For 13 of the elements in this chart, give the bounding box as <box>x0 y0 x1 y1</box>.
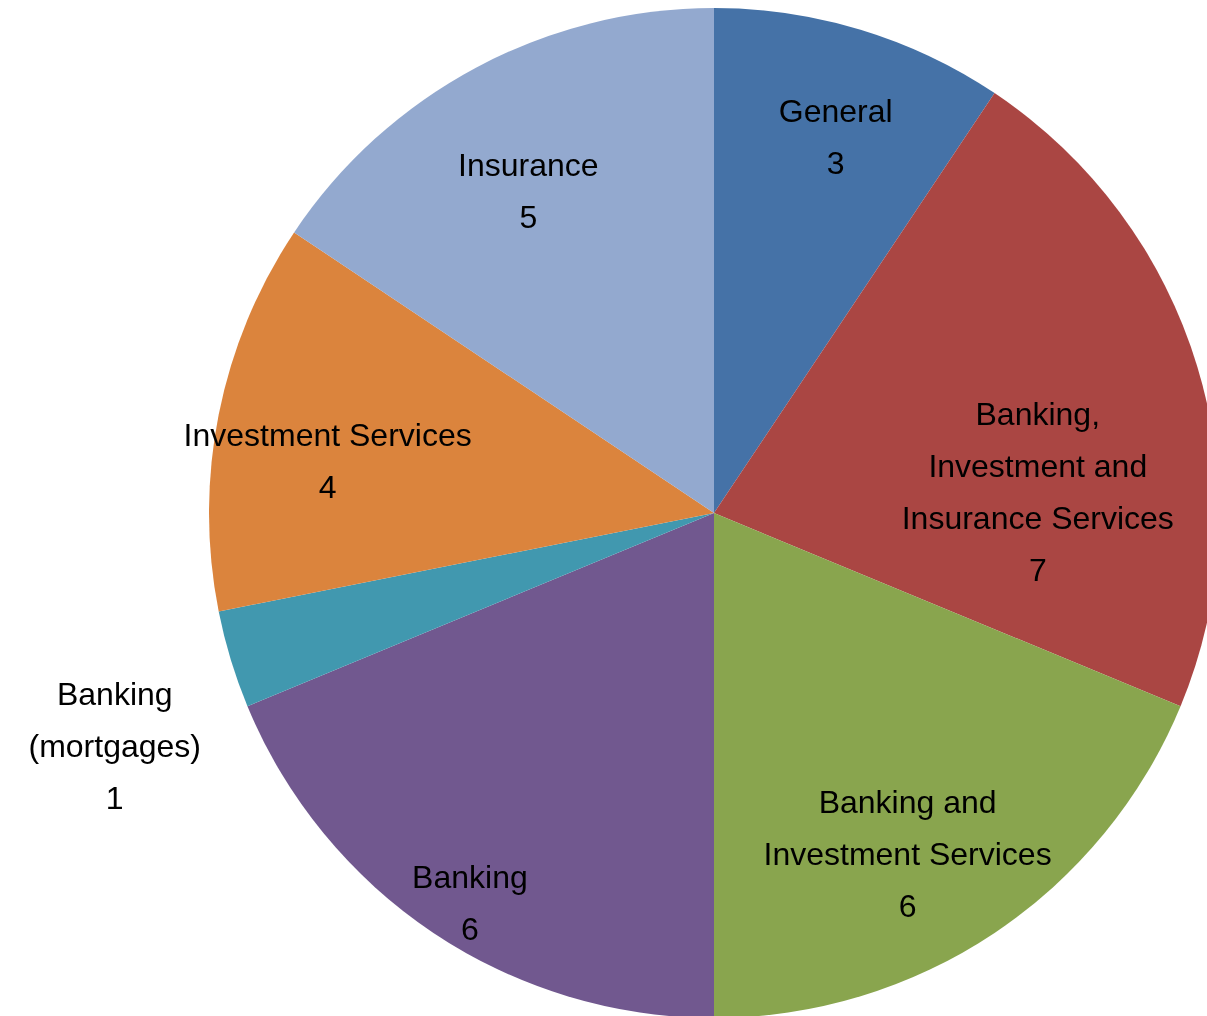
data-label: 7 <box>1028 551 1047 588</box>
data-label: 1 <box>105 779 124 816</box>
slice-label: Banking <box>412 859 528 896</box>
slice-label: Banking, Investment and Insurance Services <box>901 395 1174 536</box>
data-label: 3 <box>826 144 845 181</box>
data-label: 6 <box>461 911 479 948</box>
data-label: 6 <box>898 887 917 924</box>
slice-label: General <box>778 92 893 129</box>
data-label: 4 <box>318 469 337 506</box>
data-label: 5 <box>519 198 538 235</box>
slice-label: Banking and Investment Services <box>763 783 1052 872</box>
slice-label: Insurance <box>458 146 599 183</box>
slice-label: Banking (mortgages) <box>28 675 202 764</box>
